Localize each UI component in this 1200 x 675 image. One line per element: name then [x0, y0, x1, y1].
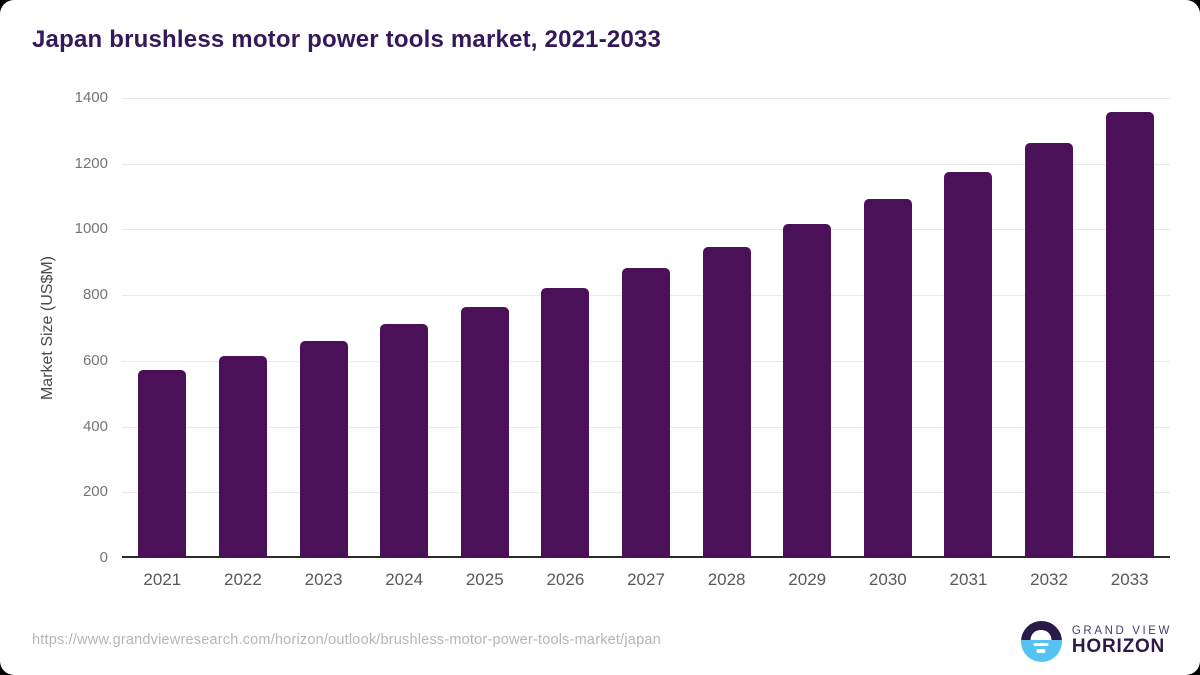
y-tick-label-600: 600	[82, 351, 108, 369]
x-tick-label-2021: 2021	[143, 570, 182, 589]
sun-reflection-line	[1036, 649, 1046, 653]
bar-2030	[863, 199, 912, 558]
x-tick-label-2028: 2028	[707, 570, 746, 589]
grand-view-horizon-logo: GRAND VIEW HORIZON	[1020, 621, 1172, 662]
bar-2021	[138, 369, 187, 558]
x-tick-label-2023: 2023	[304, 570, 343, 589]
x-tick-label-2022: 2022	[224, 570, 262, 589]
x-tick-label-2027: 2027	[627, 570, 665, 589]
x-tick-label-2024: 2024	[385, 570, 424, 589]
y-tick-label-800: 800	[82, 286, 108, 304]
source-url: https://www.grandviewresearch.com/horizo…	[32, 632, 661, 648]
bar-chart-plot-area: 0 200 400 600 800 1000 1200 1400 2021 2022 2023 202…	[75, 89, 1170, 589]
bar-2028	[702, 246, 751, 558]
logo-text-grand-view: GRAND VIEW	[1071, 624, 1172, 637]
x-tick-label-2030: 2030	[868, 570, 907, 589]
x-tick-label-2029: 2029	[788, 570, 827, 589]
y-tick-label-1400: 1400	[74, 89, 108, 106]
y-tick-label-400: 400	[82, 417, 108, 435]
logo-text-horizon: HORIZON	[1071, 636, 1166, 658]
bar-2025	[460, 306, 509, 558]
bar-2022	[218, 355, 267, 558]
bar-2026	[541, 288, 590, 558]
y-tick-label-1200: 1200	[74, 154, 108, 172]
x-tick-label-2032: 2032	[1030, 570, 1068, 589]
gridline	[122, 98, 1170, 99]
sun-dome-shape	[1030, 629, 1052, 640]
gridline	[122, 229, 1170, 231]
bar-2024	[380, 324, 429, 558]
bar-2033	[1105, 112, 1154, 558]
horizon-sun-icon	[1020, 621, 1062, 662]
x-tick-label-2031: 2031	[949, 570, 988, 589]
bar-2023	[299, 340, 348, 558]
y-axis-title: Market Size (US$M)	[39, 255, 56, 401]
bar-2032	[1025, 143, 1074, 558]
bar-2027	[622, 268, 670, 558]
sun-reflection-line	[1033, 642, 1049, 647]
logo-wordmark: GRAND VIEW HORIZON	[1072, 625, 1172, 659]
y-tick-label-0: 0	[99, 549, 108, 566]
x-tick-label-2026: 2026	[546, 570, 585, 589]
x-tick-label-2033: 2033	[1110, 570, 1149, 589]
y-tick-label-1000: 1000	[74, 220, 108, 238]
chart-title: Japan brushless motor power tools market…	[32, 26, 662, 53]
bar-2029	[783, 223, 832, 558]
x-tick-label-2025: 2025	[465, 570, 504, 589]
bar-2031	[944, 172, 993, 558]
y-tick-label-200: 200	[82, 483, 108, 501]
gridline	[122, 163, 1170, 165]
